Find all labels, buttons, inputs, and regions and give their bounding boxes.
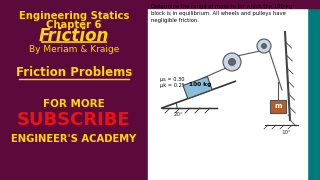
Text: Determine the range of mass m for which the 100-kg
block is in equilibrium. All : Determine the range of mass m for which … <box>151 4 292 23</box>
Bar <box>148 0 307 180</box>
Text: Friction: Friction <box>39 27 109 45</box>
Text: SUBSCRIBE: SUBSCRIBE <box>17 111 131 129</box>
Text: m: m <box>274 103 282 109</box>
Circle shape <box>261 44 267 48</box>
Bar <box>0 0 320 8</box>
Polygon shape <box>183 76 212 99</box>
Text: μk = 0.25: μk = 0.25 <box>160 82 185 87</box>
Text: ENGINEER'S ACADEMY: ENGINEER'S ACADEMY <box>12 134 137 144</box>
Text: FOR MORE: FOR MORE <box>43 99 105 109</box>
Bar <box>270 100 286 112</box>
Text: Friction Problems: Friction Problems <box>16 66 132 80</box>
Circle shape <box>228 58 236 66</box>
Bar <box>308 0 320 180</box>
Text: μs = 0.30: μs = 0.30 <box>160 78 185 82</box>
Circle shape <box>257 39 271 53</box>
Text: 10°: 10° <box>281 130 291 135</box>
Text: Chapter 6: Chapter 6 <box>46 20 102 30</box>
Text: By Meriam & Kraige: By Meriam & Kraige <box>29 44 119 53</box>
Text: Engineering Statics: Engineering Statics <box>19 11 129 21</box>
Text: 20°: 20° <box>174 112 184 117</box>
Text: 100 kg: 100 kg <box>189 82 212 87</box>
Circle shape <box>223 53 241 71</box>
